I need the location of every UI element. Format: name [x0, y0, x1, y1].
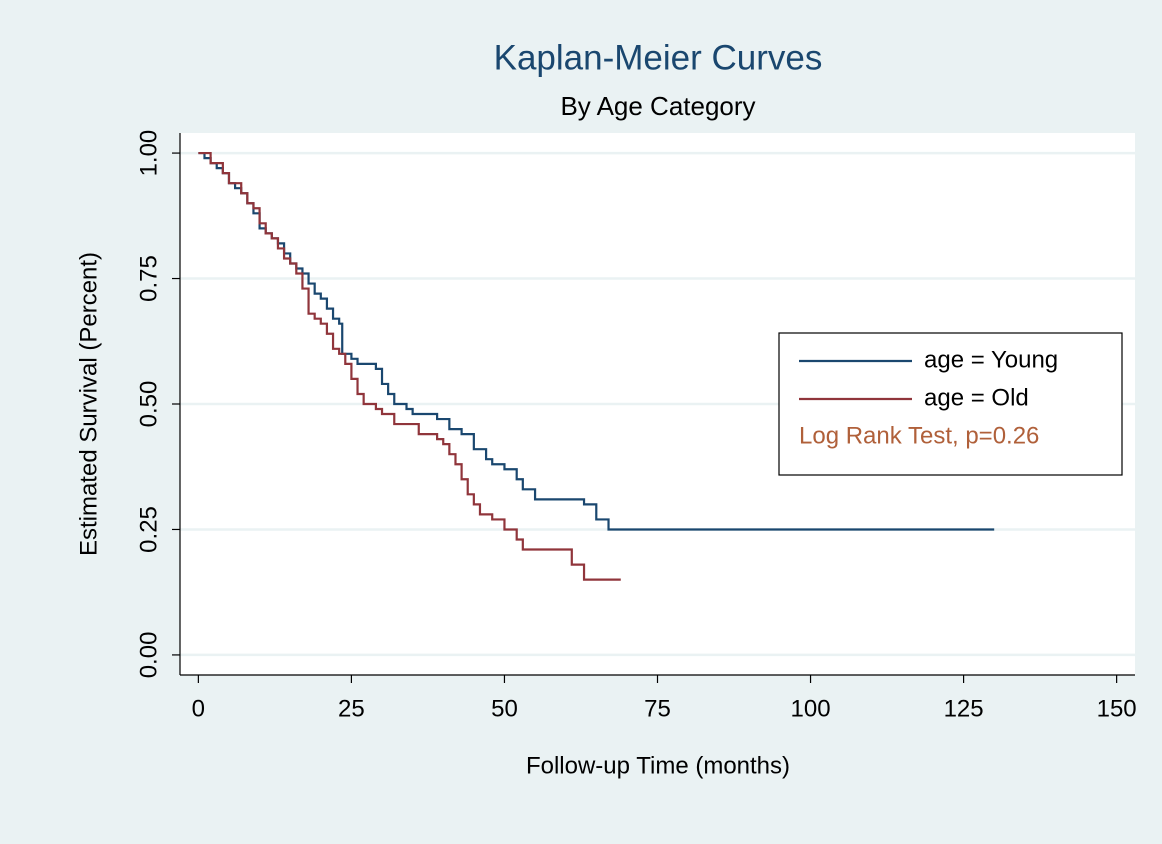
- chart-title: Kaplan-Meier Curves: [494, 38, 823, 77]
- y-tick-label: 0.50: [135, 381, 162, 428]
- y-tick-label: 0.00: [135, 632, 162, 679]
- y-axis-title: Estimated Survival (Percent): [75, 252, 102, 556]
- x-tick-label: 125: [944, 695, 984, 722]
- y-tick-label: 0.75: [135, 255, 162, 302]
- x-axis-title: Follow-up Time (months): [526, 752, 790, 779]
- y-tick-label: 1.00: [135, 130, 162, 177]
- x-tick-label: 50: [491, 695, 518, 722]
- x-tick-label: 75: [644, 695, 671, 722]
- chart-subtitle: By Age Category: [560, 91, 755, 121]
- legend-note: Log Rank Test, p=0.26: [799, 422, 1039, 449]
- legend-box: [778, 332, 1123, 476]
- x-tick-label: 25: [338, 695, 365, 722]
- legend-label: age = Young: [924, 346, 1058, 373]
- legend-label: age = Old: [924, 384, 1029, 411]
- x-tick-label: 100: [791, 695, 831, 722]
- survival-curve: [198, 151, 621, 581]
- y-tick-label: 0.25: [135, 506, 162, 553]
- x-tick-label: 150: [1097, 695, 1137, 722]
- x-tick-label: 0: [192, 695, 205, 722]
